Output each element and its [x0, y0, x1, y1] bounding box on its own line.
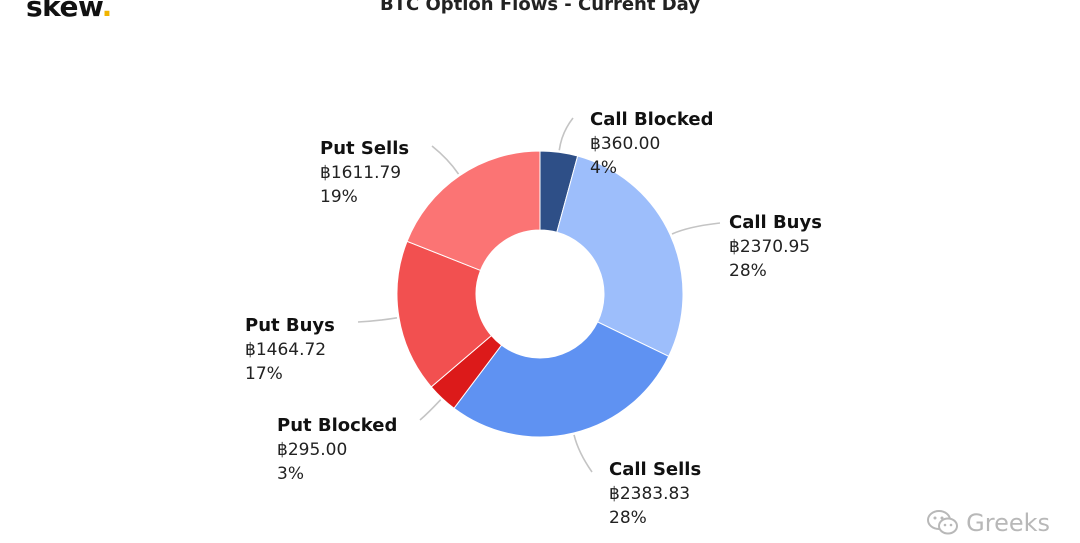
donut-slice-call-sells[interactable]: [453, 321, 670, 438]
slice-amount: ฿2383.83: [609, 484, 691, 504]
slice-label-put-sells: Put Sells ฿1611.79 19%: [320, 137, 409, 209]
slice-percent: 17%: [245, 364, 283, 384]
slice-name: Put Sells: [320, 138, 410, 159]
slice-name: Call Buys: [729, 212, 822, 233]
slice-name: Put Blocked: [277, 415, 398, 436]
slice-percent: 28%: [729, 261, 767, 281]
slice-label-put-blocked: Put Blocked ฿295.00 3%: [277, 414, 397, 486]
watermark-text: Greeks: [966, 509, 1050, 537]
slice-amount: ฿2370.95: [729, 237, 811, 257]
slice-name: Put Buys: [245, 315, 335, 336]
slice-percent: 19%: [320, 187, 358, 207]
slice-amount: ฿295.00: [277, 440, 348, 460]
slice-label-call-sells: Call Sells ฿2383.83 28%: [609, 458, 701, 530]
slice-name: Call Blocked: [590, 109, 714, 130]
connector-line-put-blocked: [419, 399, 442, 421]
connector-line-call-sells: [573, 434, 593, 473]
slice-name: Call Sells: [609, 459, 702, 480]
connector-line-put-buys: [357, 316, 398, 323]
slice-percent: 3%: [277, 464, 304, 484]
donut-slice-put-buys[interactable]: [396, 240, 493, 388]
chart-title: BTC Option Flows - Current Day: [379, 0, 700, 15]
brand-name: skew: [26, 0, 102, 23]
wechat-icon: [927, 510, 959, 535]
connector-line-call-blocked: [558, 117, 574, 151]
slice-label-put-buys: Put Buys ฿1464.72 17%: [245, 314, 335, 386]
watermark: Greeks: [926, 509, 1050, 537]
slice-percent: 4%: [590, 158, 617, 178]
brand-dot: .: [101, 0, 113, 23]
donut-slice-put-sells[interactable]: [406, 150, 541, 272]
connector-line-put-sells: [431, 145, 460, 175]
slice-label-call-buys: Call Buys ฿2370.95 28%: [729, 211, 822, 283]
slice-amount: ฿360.00: [590, 134, 661, 154]
donut-slice-call-buys[interactable]: [556, 155, 684, 358]
slice-label-call-blocked: Call Blocked ฿360.00 4%: [590, 108, 713, 180]
slice-amount: ฿1611.79: [320, 163, 402, 183]
brand-logo: skew.: [26, 0, 112, 23]
slice-percent: 28%: [609, 508, 647, 528]
slice-amount: ฿1464.72: [245, 340, 327, 360]
connector-line-call-buys: [671, 222, 721, 235]
